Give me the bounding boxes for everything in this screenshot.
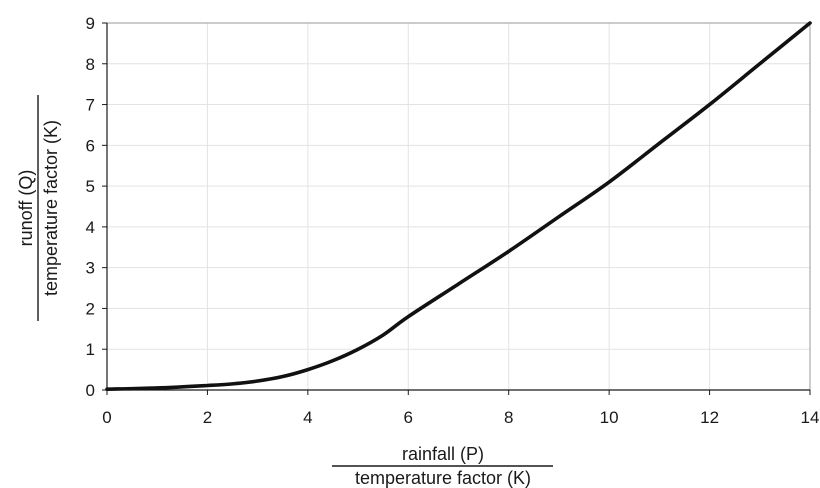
x-axis-label: rainfall (P) temperature factor (K) bbox=[332, 444, 553, 488]
x-tick-label: 8 bbox=[504, 408, 513, 427]
y-tick-label: 4 bbox=[86, 218, 95, 237]
y-tick-label: 0 bbox=[86, 381, 95, 400]
x-tick-label: 14 bbox=[801, 408, 820, 427]
y-tick-label: 6 bbox=[86, 136, 95, 155]
y-axis-label: runoff (Q) temperature factor (K) bbox=[16, 95, 61, 321]
x-tick-label: 6 bbox=[404, 408, 413, 427]
y-axis-label-numerator: runoff (Q) bbox=[16, 170, 36, 247]
y-tick-label: 7 bbox=[86, 96, 95, 115]
x-tick-label: 0 bbox=[102, 408, 111, 427]
x-axis-tick-labels: 0 2 4 6 8 10 12 14 bbox=[102, 389, 820, 427]
series-layer bbox=[105, 21, 812, 391]
y-axis-label-denominator: temperature factor (K) bbox=[41, 120, 61, 296]
y-tick-label: 3 bbox=[86, 259, 95, 278]
series-line bbox=[105, 21, 812, 391]
y-tick-label: 2 bbox=[86, 299, 95, 318]
x-axis-label-denominator: temperature factor (K) bbox=[355, 468, 531, 488]
x-tick-label: 2 bbox=[203, 408, 212, 427]
y-tick-label: 9 bbox=[86, 14, 95, 33]
x-tick-label: 12 bbox=[700, 408, 719, 427]
x-tick-label: 4 bbox=[303, 408, 312, 427]
y-tick-label: 8 bbox=[86, 55, 95, 74]
y-tick-label: 5 bbox=[86, 177, 95, 196]
x-tick-label: 10 bbox=[600, 408, 619, 427]
y-tick-label: 1 bbox=[86, 340, 95, 359]
x-axis-label-numerator: rainfall (P) bbox=[402, 444, 484, 464]
